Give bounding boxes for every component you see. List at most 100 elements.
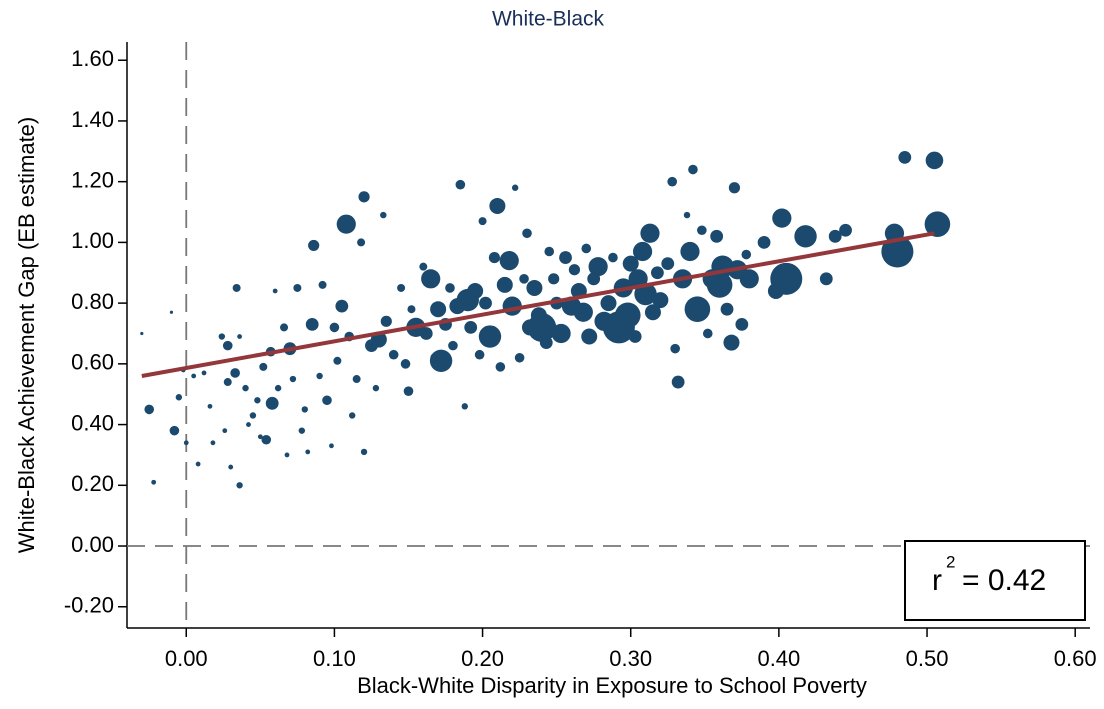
data-point	[249, 412, 257, 419]
data-point	[828, 229, 842, 243]
y-tick-label: -0.20	[64, 593, 114, 618]
data-point	[230, 368, 240, 378]
data-point	[242, 384, 249, 392]
data-point	[614, 302, 641, 329]
data-point	[183, 440, 189, 446]
data-point	[236, 482, 243, 489]
annotation-label: r	[932, 564, 942, 597]
data-point	[372, 384, 380, 392]
x-tick-label: 0.60	[1054, 646, 1097, 671]
data-point	[640, 223, 660, 243]
data-point	[228, 464, 234, 470]
data-point	[305, 317, 319, 331]
data-point	[237, 334, 242, 339]
data-point	[519, 274, 529, 284]
data-point	[522, 228, 532, 239]
data-point	[280, 323, 289, 332]
data-point	[348, 412, 356, 419]
data-point	[293, 283, 302, 292]
x-tick-label: 0.10	[313, 646, 356, 671]
data-point	[201, 370, 207, 376]
y-tick-label: 0.20	[71, 471, 114, 496]
data-point	[246, 422, 251, 427]
data-point	[305, 449, 311, 455]
data-point	[467, 282, 484, 299]
data-point	[207, 403, 213, 409]
data-point	[169, 425, 180, 436]
data-point	[881, 235, 914, 268]
data-point	[464, 321, 478, 334]
data-point	[499, 251, 519, 271]
data-point	[720, 302, 734, 316]
data-point	[407, 305, 416, 314]
data-point	[478, 217, 487, 226]
data-point	[898, 150, 912, 164]
data-point	[318, 280, 327, 289]
data-point	[728, 182, 741, 194]
data-point	[175, 394, 183, 401]
data-point	[551, 323, 571, 344]
annotation-text: = 0.42	[962, 564, 1046, 597]
data-point	[222, 428, 228, 434]
data-point	[397, 283, 406, 292]
data-point	[254, 397, 261, 404]
data-point	[688, 164, 698, 175]
data-point	[284, 452, 290, 458]
data-point	[770, 262, 803, 295]
data-point	[265, 396, 279, 410]
y-tick-label: 0.00	[71, 532, 114, 557]
data-point	[419, 327, 433, 340]
data-point	[336, 214, 356, 234]
data-point	[697, 225, 707, 236]
data-point	[794, 225, 817, 248]
data-point	[526, 279, 543, 296]
data-point	[335, 299, 349, 313]
data-point	[261, 434, 272, 445]
data-point	[527, 313, 557, 342]
data-point	[924, 211, 951, 237]
x-axis-title: Black-White Disparity in Exposure to Sch…	[357, 673, 867, 698]
data-point	[548, 273, 560, 285]
data-point	[191, 373, 197, 379]
data-point	[222, 340, 233, 351]
data-point	[329, 322, 340, 333]
data-point	[661, 257, 675, 271]
data-point	[316, 372, 323, 380]
data-point	[333, 356, 342, 365]
x-tick-label: 0.00	[165, 646, 208, 671]
data-point	[388, 349, 399, 360]
data-point	[739, 269, 759, 289]
data-point	[380, 211, 387, 219]
data-point	[488, 251, 501, 264]
data-point	[772, 208, 792, 228]
data-point	[496, 276, 513, 293]
data-point	[322, 395, 332, 406]
data-point	[568, 264, 581, 276]
data-point	[223, 378, 232, 387]
data-point	[588, 257, 608, 277]
data-point	[218, 333, 226, 340]
data-point	[735, 317, 749, 331]
data-point	[430, 301, 447, 318]
x-tick-label: 0.20	[461, 646, 504, 671]
data-point	[683, 211, 691, 219]
data-point	[757, 235, 771, 249]
data-point	[644, 304, 661, 321]
fit-line	[141, 231, 935, 378]
data-point	[671, 375, 685, 389]
data-point	[710, 229, 724, 243]
data-point	[195, 461, 201, 467]
data-point	[634, 282, 657, 306]
data-point	[445, 283, 455, 293]
x-tick-label: 0.30	[609, 646, 652, 671]
y-tick-label: 1.40	[71, 107, 114, 132]
data-point	[573, 302, 593, 322]
data-point	[419, 262, 428, 271]
data-point	[791, 274, 802, 284]
data-point	[514, 352, 525, 363]
data-point	[151, 479, 157, 485]
data-point	[289, 375, 297, 383]
data-point	[461, 403, 468, 410]
